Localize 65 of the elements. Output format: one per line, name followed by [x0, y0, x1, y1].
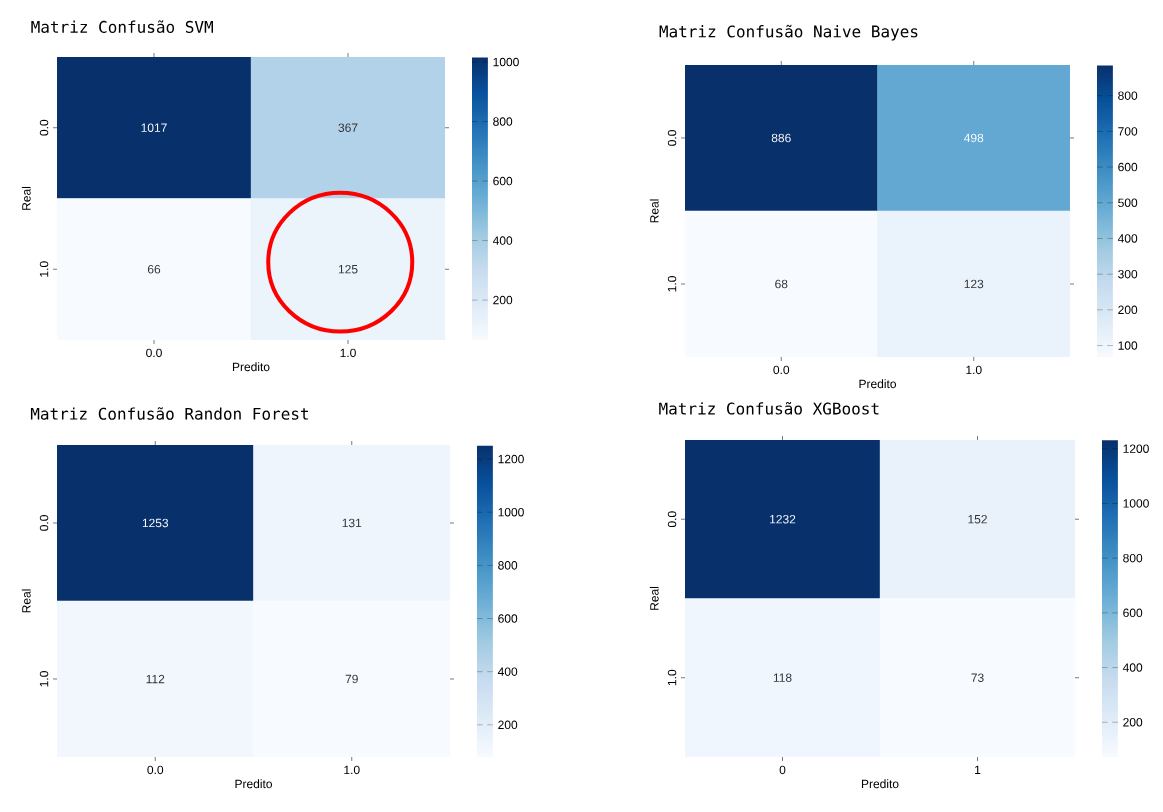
y-axis-title: Real	[21, 589, 31, 613]
x-axis-title: Predito	[859, 379, 897, 389]
color-bar-label: 200	[1118, 305, 1138, 315]
data-label: 125	[338, 264, 358, 274]
color-bar-label: 800	[498, 561, 518, 570]
x-axis-title: Predito	[232, 362, 270, 372]
data-label: 1253	[142, 518, 169, 528]
x-tick-label: 0.0	[147, 765, 164, 775]
color-bar-label: 1000	[1123, 499, 1149, 508]
data-label: 1232	[770, 514, 796, 524]
color-bar-label: 200	[498, 720, 518, 730]
color-bar-label: 600	[498, 614, 518, 623]
chart-title: Matriz Confusão SVM	[31, 20, 213, 33]
y-tick-label: 0.0	[39, 119, 49, 136]
color-bar-label: 800	[1123, 553, 1143, 563]
y-tick-label: 1.0	[667, 276, 677, 292]
color-bar-label: 1200	[498, 454, 524, 464]
color-bar-label: 1000	[493, 57, 519, 67]
data-label: 66	[147, 264, 161, 274]
color-bar-label: 400	[492, 236, 513, 245]
color-bar-label: 1200	[1123, 444, 1149, 453]
data-label: 1017	[141, 123, 167, 132]
color-bar-label: 700	[1118, 127, 1138, 136]
data-label: 886	[771, 133, 791, 143]
color-bar-label: 400	[497, 667, 518, 676]
color-bar-label: 200	[493, 295, 513, 305]
data-label: 367	[338, 123, 358, 132]
chart-title: Matriz Confusão XGBoost	[659, 401, 879, 415]
x-tick-label: 1	[975, 765, 981, 774]
data-label: 131	[342, 518, 362, 528]
y-tick-label: 1.0	[667, 669, 677, 686]
data-label: 79	[345, 674, 358, 684]
y-tick-label: 1.0	[39, 671, 49, 687]
color-bar-label: 800	[493, 117, 513, 126]
y-tick-label: 0.0	[667, 511, 677, 528]
chart-title: Matriz Confusão Naive Bayes	[659, 24, 918, 41]
data-label: 73	[971, 673, 984, 682]
y-tick-label: 1.0	[39, 261, 49, 277]
data-label: 123	[964, 279, 984, 289]
chart-title: Matriz Confusão Randon Forest	[30, 407, 309, 420]
color-bar-label: 1000	[498, 507, 524, 517]
x-axis-title: Predito	[861, 779, 899, 789]
data-label: 498	[964, 133, 984, 143]
color-bar-label: 400	[1122, 663, 1143, 672]
color-bar-label: 600	[493, 176, 513, 186]
x-axis-title: Predito	[235, 779, 273, 789]
y-axis-title: Real	[649, 586, 659, 610]
data-label: 152	[968, 514, 987, 524]
color-bar-label: 200	[1123, 717, 1143, 727]
color-bar-label: 600	[1118, 162, 1138, 172]
data-label: 68	[775, 279, 788, 289]
color-bar-label: 300	[1118, 269, 1138, 279]
y-axis-title: Real	[649, 199, 659, 223]
data-label: 118	[773, 673, 792, 682]
color-bar-label: 600	[1123, 608, 1143, 618]
x-tick-label: 1.0	[344, 765, 360, 775]
color-bar-label: 800	[1118, 91, 1138, 100]
y-tick-label: 0.0	[39, 515, 49, 531]
color-bar-label: 100	[1118, 341, 1138, 350]
data-label: 112	[146, 674, 165, 684]
color-bar-label: 400	[1117, 234, 1138, 243]
x-tick-label: 0	[779, 765, 786, 775]
color-bar-label: 500	[1118, 198, 1138, 208]
y-tick-label: 0.0	[667, 130, 677, 146]
y-axis-title: Real	[21, 186, 31, 210]
